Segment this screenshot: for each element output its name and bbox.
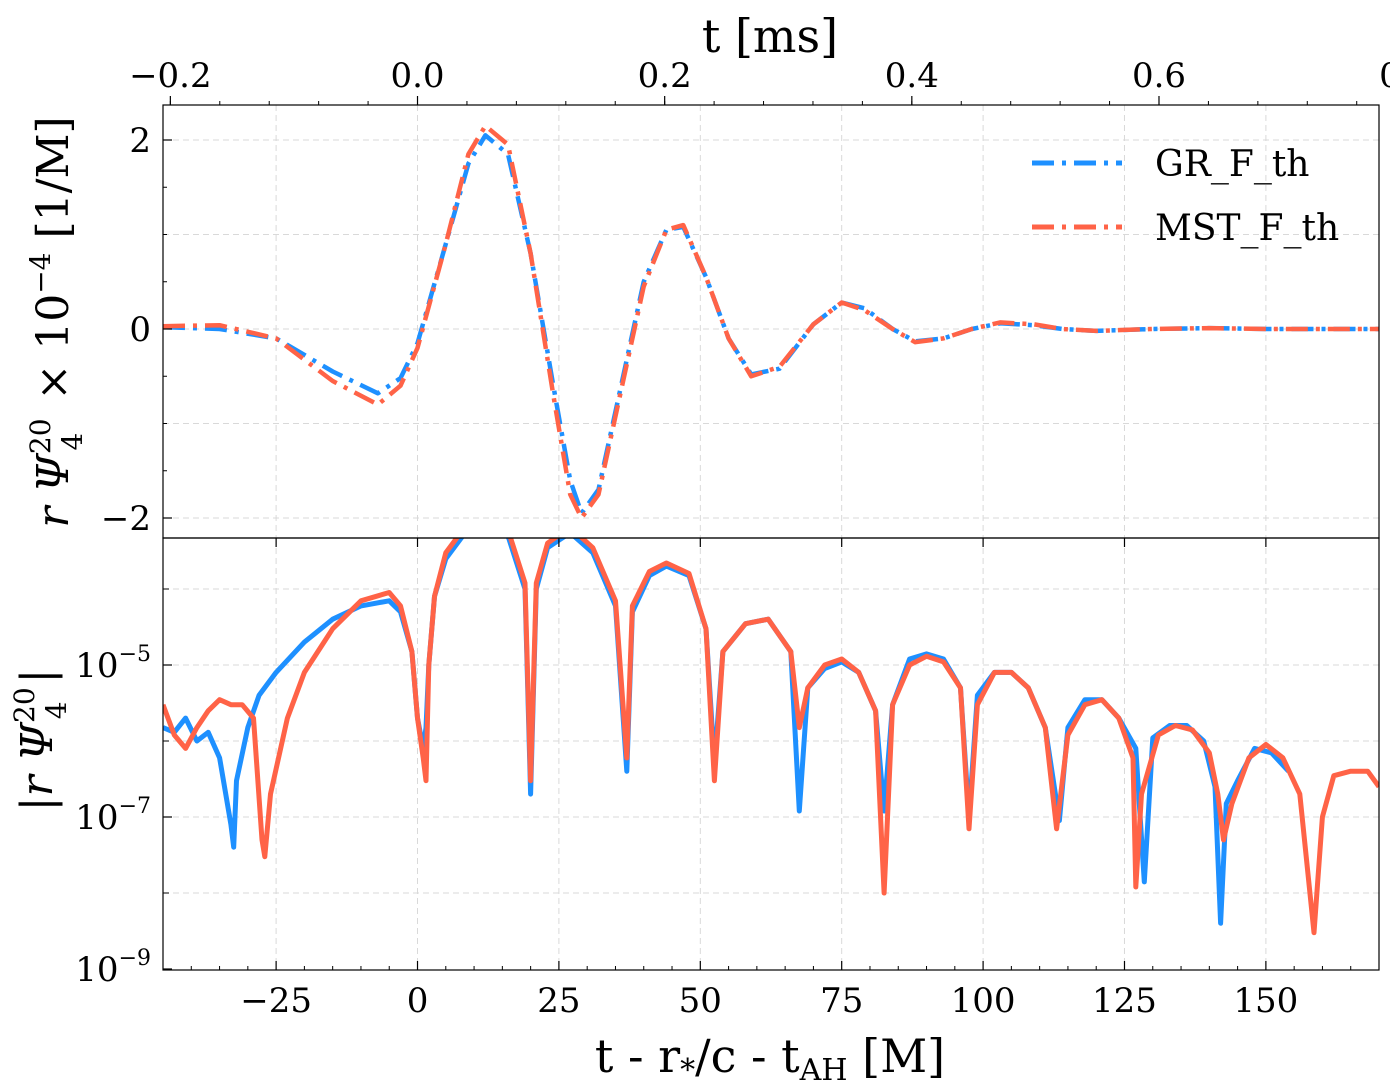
x-tick-label: 25 [537,981,580,1021]
upper-y-tick-label: −2 [101,499,151,539]
x-tick-label: −25 [240,981,312,1021]
bottom-axis-title: t - r*/c - tAH [M] [595,1029,945,1088]
lower-panel-y-ticks: 10−510−710−9 [75,588,172,990]
x-tick-label: 100 [951,981,1016,1021]
series-line-gr [163,133,1379,516]
tick-exponent: −9 [119,946,151,971]
tick-base: 10 [75,798,118,838]
tick-base: 10 [75,646,118,686]
x-title-main: t - r [595,1029,680,1083]
series-line-abs-mst [163,538,1379,936]
top-tick-label: 0.6 [1132,56,1186,96]
series-line-mst [163,123,1379,521]
lower-y-tick-label: 10−5 [75,642,151,686]
upper-y-title-exp: −4 [24,253,57,294]
bottom-axis-ticks: −25 0 25 50 75 100 125 150 [190,538,1380,1021]
legend-mst-label: MST_F_th [1155,208,1339,249]
lower-y-title-sup: 20 [8,687,41,723]
upper-y-title-sub: 4 [56,433,89,451]
upper-panel-y-ticks: 2 0 −2 [101,121,172,539]
top-tick-label: 0.4 [885,56,939,96]
lower-panel-grid [163,538,1379,970]
lower-panel-frame [162,537,1380,971]
legend: GR_F_th MST_F_th [1032,144,1339,249]
top-tick-label: 0.8 [1379,56,1390,96]
lower-y-tick-label: 10−9 [75,946,151,990]
upper-y-title-sup: 20 [24,418,57,454]
top-tick-label: 0.2 [638,56,692,96]
tick-exponent: −5 [119,642,151,667]
lower-panel-series [163,538,1379,936]
x-title-unit: [M] [848,1029,946,1083]
x-tick-label: 150 [1233,981,1298,1021]
upper-y-axis-title: r Ψ204 × 10−4 [1/M] [24,116,89,527]
x-tick-label: 75 [820,981,863,1021]
x-title-sub2: AH [799,1053,848,1088]
lower-y-title-pre: |r Ψ [12,722,63,812]
x-tick-label: 0 [407,981,429,1021]
upper-panel-grid [163,105,1379,538]
upper-y-title-unit: [1/M] [28,116,79,252]
upper-y-title-post: × 10 [28,294,79,415]
tick-exponent: −7 [119,794,151,819]
upper-y-title-pre: r Ψ [28,453,79,528]
top-tick-label: 0.0 [390,56,444,96]
lower-y-axis-title: |r Ψ204 | [8,669,73,812]
top-axis-ticks: −0.2 0.0 0.2 0.4 0.6 0.8 [129,56,1390,105]
x-title-sub1: * [680,1053,695,1088]
lower-y-title-sub: 4 [40,701,73,719]
upper-panel-series [163,123,1379,521]
x-tick-label: 125 [1092,981,1157,1021]
legend-gr-label: GR_F_th [1155,144,1310,185]
top-tick-label: −0.2 [129,56,212,96]
lower-y-tick-label: 10−7 [75,794,151,838]
upper-y-tick-label: 0 [129,310,151,350]
upper-y-tick-label: 2 [129,121,151,161]
top-axis-title: t [ms] [702,9,838,63]
x-tick-label: 50 [679,981,722,1021]
tick-base: 10 [75,950,118,990]
x-title-mid: /c - t [695,1029,800,1083]
lower-y-title-post: | [12,669,63,684]
